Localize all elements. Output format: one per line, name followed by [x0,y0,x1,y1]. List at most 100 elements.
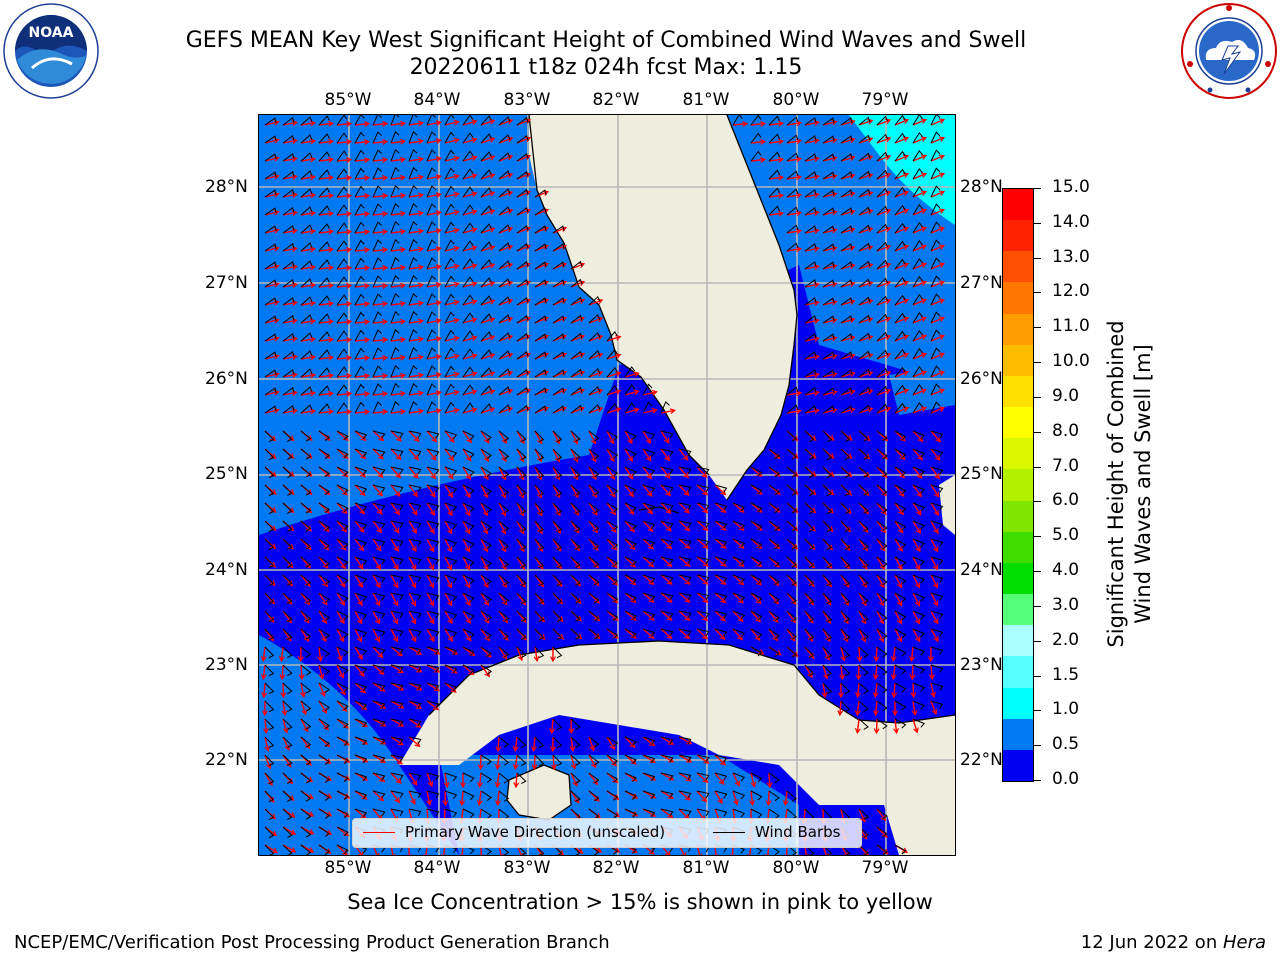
wave-arrowhead [364,139,371,145]
wave-arrow [696,484,708,496]
wind-barb [570,718,581,730]
wave-arrowhead [446,546,453,553]
colorbar-tick-label: 1.0 [1052,699,1080,720]
wave-arrowhead [453,155,460,162]
wave-arrowhead [664,437,670,444]
wave-arrow [462,448,472,462]
wave-arrow [408,176,423,180]
wind-barb [498,754,510,766]
wave-arrow [372,266,387,270]
wave-arrow [732,772,740,786]
wind-barb [318,538,330,549]
wind-barb [300,224,313,234]
wave-arrow [894,335,909,342]
wind-barb [804,574,815,587]
wave-arrowhead [928,674,935,681]
wind-barb [840,315,853,324]
wave-arrowhead [476,800,483,807]
wave-arrow [912,574,921,588]
wave-arrowhead [435,246,442,252]
wind-barb [876,259,889,270]
wave-arrowhead [453,173,460,180]
wave-arrow [390,374,405,378]
wave-arrow [444,592,453,606]
wave-arrowhead [374,618,381,625]
wind-barb [768,484,780,496]
wave-arrow [444,264,459,270]
wave-arrowhead [938,190,946,196]
wind-barb [624,520,637,530]
colorbar-tick-mark [1034,501,1041,503]
wave-arrow [336,392,351,396]
wave-arrow [372,610,381,624]
wave-arrow [480,137,495,144]
wave-arrowhead [891,692,898,699]
footer-date-text: 12 Jun 2022 on [1080,932,1223,953]
wind-barb [264,466,275,479]
wave-arrowhead [356,636,363,643]
wind-barb [408,556,422,565]
wind-barb [786,592,798,604]
wind-barb [588,610,600,622]
wave-arrowhead [429,546,435,553]
wind-barb [354,149,365,162]
wave-arrow [660,409,675,414]
wind-barb [426,664,440,673]
wind-barb [678,592,692,600]
wave-arrowhead [435,282,442,288]
wind-barb [804,261,817,270]
wind-barb [498,296,511,306]
wave-arrow [336,356,351,360]
wave-arrow [300,140,315,144]
wind-barb [498,646,510,658]
lat-label-right: 26°N [960,369,1003,389]
wind-barb [300,386,313,396]
wind-barb [570,610,581,622]
wind-barb [768,772,780,784]
wave-arrow [660,466,671,479]
wave-arrowhead [934,491,940,498]
wind-barb [372,430,386,439]
wind-barb [282,368,295,378]
wind-barb [480,808,492,819]
wind-barb [354,610,368,620]
wind-barb [588,466,600,478]
wave-arrow [930,502,939,516]
wave-arrow [894,718,898,733]
wind-barb [876,331,889,342]
wave-arrow [478,790,482,805]
wind-barb [804,448,815,461]
wave-arrowhead [810,435,817,441]
wind-barb [840,261,853,270]
wind-barb [426,221,436,234]
nws-logo [1180,2,1278,100]
wave-arrowhead [400,390,407,397]
wind-barb [300,574,312,586]
wind-barb [822,682,833,695]
colorbar-tick-label: 7.0 [1052,455,1080,476]
wind-barb [336,384,348,396]
wave-arrowhead [382,193,389,199]
wave-arrowhead [717,798,723,805]
wind-barb [516,332,529,342]
wind-barb [444,293,455,306]
wave-arrow [750,140,765,144]
wind-barb [840,387,853,396]
wave-arrow [768,122,783,126]
wave-arrowhead [328,282,335,289]
wind-barb [534,520,545,533]
wave-arrow [642,502,653,515]
wave-arrowhead [443,781,450,789]
wind-barb [498,592,510,604]
wind-barb [264,538,275,551]
wind-barb [300,556,312,568]
wind-barb [300,628,312,640]
wind-barb [354,718,368,728]
wind-barb [624,366,636,378]
wave-arrow [372,628,380,642]
wave-arrow [606,430,615,444]
wave-arrowhead [435,264,442,270]
wind-barb [318,349,330,360]
wave-arrow [336,410,351,414]
wind-barb [786,152,799,162]
